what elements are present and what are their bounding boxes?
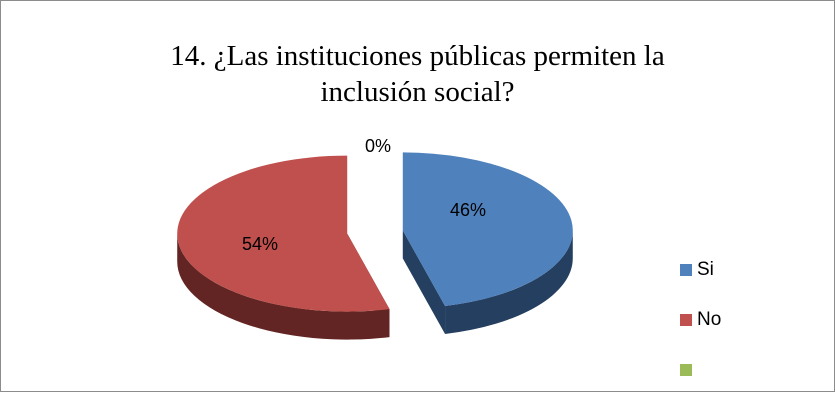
pie-cut-si-1 (402, 230, 446, 334)
pie-slice-no (177, 155, 390, 312)
chart-title: 14. ¿Las instituciones públicas permiten… (0, 38, 835, 110)
legend-swatch-si (680, 264, 692, 276)
pie-slice-si (402, 152, 573, 306)
legend-label-no: No (697, 309, 722, 330)
pie-chart: 46% 54% 0% (177, 136, 573, 340)
data-label-si: 46% (450, 200, 486, 220)
chart-title-line-1: 14. ¿Las instituciones públicas permiten… (170, 40, 665, 72)
pie-side-no (177, 233, 390, 340)
chart-title-line-2: inclusión social? (320, 76, 515, 108)
legend-label-si: Si (697, 259, 714, 280)
data-label-empty: 0% (365, 136, 391, 156)
data-label-no: 54% (242, 234, 278, 254)
pie-tops (177, 152, 573, 312)
legend-swatch-no (680, 314, 692, 326)
pie-side-si (445, 230, 573, 334)
legend-swatch-empty (680, 364, 692, 376)
